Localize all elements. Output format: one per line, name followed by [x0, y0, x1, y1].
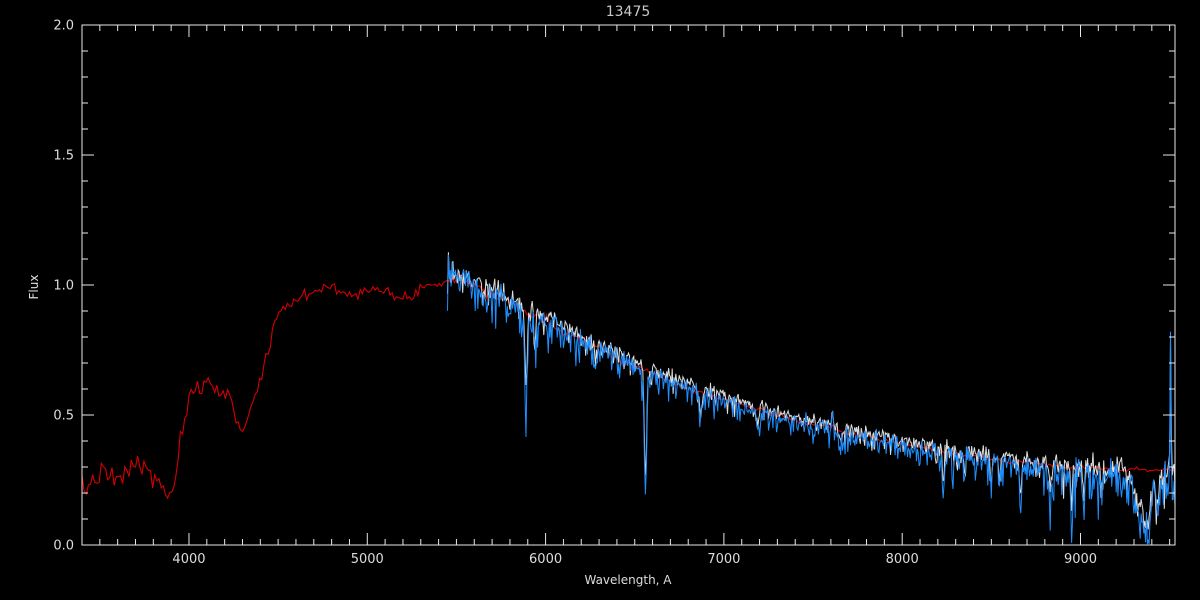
axis-ticks: [82, 24, 1175, 546]
y-tick-label: 2.0: [53, 19, 74, 34]
observed-spectrum-line: [447, 254, 1175, 545]
x-tick-label: 8000: [886, 552, 919, 567]
y-tick-label: 0.5: [53, 409, 74, 424]
chart-title: 13475: [606, 4, 651, 20]
observed-spectrum-smoothed-line: [447, 252, 1175, 530]
x-axis-label: Wavelength, A: [584, 573, 672, 587]
y-tick-label: 1.5: [53, 149, 74, 164]
y-tick-label: 1.0: [53, 279, 74, 294]
x-tick-label: 6000: [529, 552, 562, 567]
x-tick-label: 7000: [707, 552, 740, 567]
plot-axes: 4000 5000 6000 7000 8000 9000 0.0 0.5 1.0 1.5 2.0: [53, 19, 1176, 567]
y-tick-label: 0.0: [53, 539, 74, 554]
x-tick-label: 9000: [1064, 552, 1097, 567]
y-axis-label: Flux: [27, 275, 41, 300]
x-tick-label: 5000: [351, 552, 384, 567]
x-tick-label: 4000: [172, 552, 205, 567]
spectra-curves: [82, 252, 1175, 545]
